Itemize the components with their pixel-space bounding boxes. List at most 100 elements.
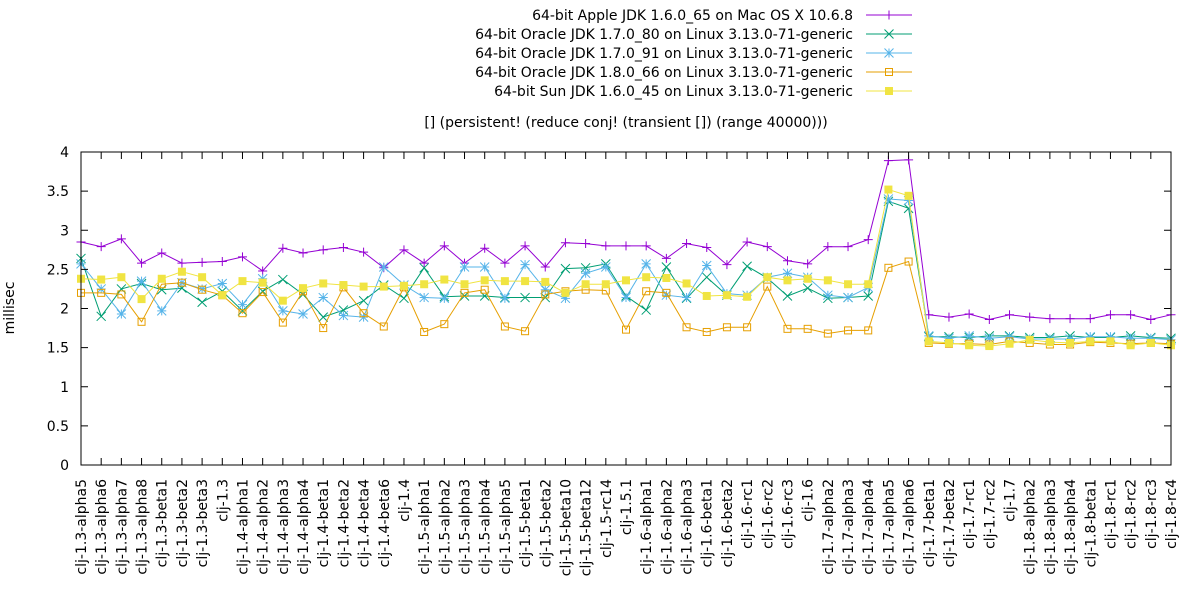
x-tick-label: clj-1.5-beta12 [579, 479, 595, 576]
legend-label: 64-bit Oracle JDK 1.7.0_80 on Linux 3.13… [475, 27, 853, 43]
legend-label: 64-bit Oracle JDK 1.7.0_91 on Linux 3.13… [475, 46, 853, 62]
star-marker [116, 309, 127, 319]
x-marker [399, 293, 409, 304]
plus-marker [762, 242, 772, 252]
star-marker [1145, 333, 1156, 344]
filled-square-marker [97, 275, 106, 284]
x-tick-label: clj-1.5-beta1 [518, 479, 534, 567]
x-tick-label: clj-1.3-alpha5 [74, 479, 90, 575]
x-tick-label: clj-1.7 [1003, 479, 1019, 522]
filled-square-marker [198, 273, 207, 282]
plus-marker [298, 248, 308, 258]
x-marker [661, 262, 672, 272]
open-square-marker [743, 323, 752, 332]
open-square-marker [722, 323, 731, 332]
x-tick-label: clj-1.8-rc2 [1124, 479, 1140, 549]
x-tick-label: clj-1.6-rc2 [760, 479, 776, 549]
open-square-marker [97, 288, 106, 297]
x-tick-label: clj-1.8-alpha4 [1063, 479, 1079, 575]
x-tick-label: clj-1.8-rc3 [1144, 479, 1160, 549]
plus-marker [197, 257, 207, 267]
star-marker [156, 305, 167, 316]
x-tick-label: clj-1.5-rc14 [599, 479, 615, 558]
plus-marker [540, 262, 550, 272]
x-tick-label: clj-1.5-alpha4 [478, 479, 494, 575]
plus-marker [237, 252, 247, 262]
star-marker [621, 292, 631, 303]
filled-square-marker [1066, 338, 1075, 347]
plus-marker [641, 241, 651, 251]
filled-square-marker [662, 273, 671, 282]
open-square-marker [379, 322, 388, 331]
filled-square-marker [702, 291, 711, 300]
x-tick-label: clj-1.8-beta1 [1083, 479, 1099, 567]
filled-square-marker [884, 185, 893, 194]
open-square-marker [359, 309, 368, 318]
open-square-marker [177, 278, 186, 287]
filled-square-marker [581, 280, 590, 289]
star-marker [843, 292, 853, 303]
star-marker [903, 195, 914, 206]
star-marker [984, 333, 995, 344]
filled-square-marker [299, 284, 308, 293]
x-tick-label: clj-1.3-alpha6 [94, 479, 110, 575]
filled-square-marker [561, 288, 570, 297]
open-square-marker [500, 322, 509, 331]
x-tick-label: clj-1.3-beta2 [175, 479, 191, 567]
star-marker [944, 333, 954, 344]
y-tick-label: 3 [60, 223, 69, 239]
star-marker [136, 276, 147, 286]
plus-marker [843, 242, 853, 252]
star-marker [681, 292, 692, 303]
filled-square-marker [722, 291, 731, 300]
x-tick-label: clj-1.4-alpha3 [276, 479, 292, 575]
open-square-marker [521, 327, 530, 336]
x-tick-label: clj-1.6-alpha3 [680, 479, 696, 575]
filled-square-marker [1106, 337, 1115, 346]
x-tick-label: clj-1.7-beta2 [942, 479, 958, 567]
filled-square-marker [743, 292, 752, 301]
x-tick-label: clj-1.3 [215, 479, 231, 522]
x-tick-label: clj-1.7-alpha5 [881, 479, 897, 575]
x-tick-label: clj-1.6-rc1 [740, 479, 756, 549]
plus-marker [601, 241, 611, 251]
chart-title: [] (persistent! (reduce conj! (transient… [424, 115, 827, 131]
series-line [80, 188, 1172, 347]
plus-marker [1105, 310, 1115, 320]
open-square-marker [803, 324, 812, 333]
y-tick-label: 1.5 [47, 341, 69, 357]
plus-marker [782, 256, 792, 266]
plus-marker [1005, 310, 1015, 320]
x-tick-label: clj-1.5.1 [619, 479, 635, 535]
x-tick-label: clj-1.4-beta4 [357, 479, 373, 567]
star-marker [439, 293, 450, 304]
filled-square-marker [924, 337, 933, 346]
filled-square-marker [460, 280, 469, 289]
plus-marker [702, 242, 712, 252]
legend-label: 64-bit Oracle JDK 1.8.0_66 on Linux 3.13… [475, 65, 853, 81]
plus-marker [318, 245, 328, 255]
filled-square-marker [157, 274, 166, 283]
filled-square-marker [137, 295, 146, 304]
x-tick-label: clj-1.4-alpha2 [256, 479, 272, 575]
open-square-marker [319, 324, 328, 333]
filled-square-marker [601, 280, 610, 289]
filled-square-marker [944, 338, 953, 347]
filled-square-marker [965, 341, 974, 350]
x-tick-label: clj-1.7-rc2 [982, 479, 998, 549]
x-marker [903, 203, 914, 214]
plus-marker [884, 10, 894, 20]
filled-square-marker [1045, 338, 1054, 347]
star-marker [701, 260, 712, 271]
x-tick-label: clj-1.7-alpha3 [841, 479, 857, 575]
filled-square-marker [218, 291, 227, 300]
plus-marker [278, 243, 288, 253]
plus-marker [682, 239, 692, 249]
series-2 [76, 194, 1176, 345]
filled-square-marker [480, 276, 489, 285]
x-tick-label: clj-1.6 [801, 479, 817, 522]
plus-marker [1025, 312, 1035, 322]
open-square-marker [460, 288, 469, 297]
open-square-marker [541, 290, 550, 299]
filled-square-marker [278, 296, 287, 305]
